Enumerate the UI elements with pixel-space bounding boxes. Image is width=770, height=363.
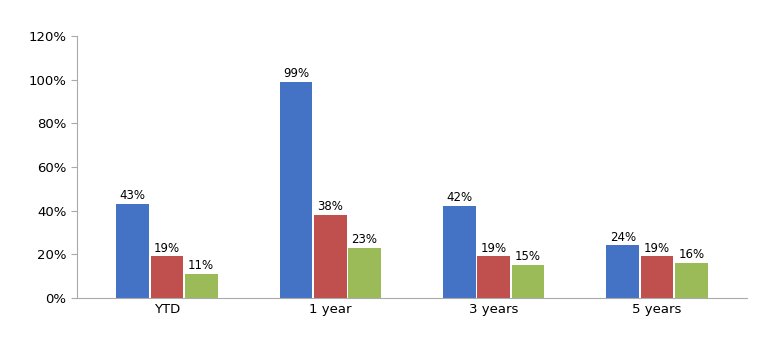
Legend: BSU PSU Index, BSE 500 Index, Sensex: BSU PSU Index, BSE 500 Index, Sensex bbox=[246, 362, 578, 363]
Bar bbox=[314, 215, 346, 298]
Text: 16%: 16% bbox=[678, 248, 705, 261]
Text: 24%: 24% bbox=[610, 231, 636, 244]
Text: 99%: 99% bbox=[283, 67, 309, 80]
Text: 42%: 42% bbox=[447, 191, 473, 204]
Bar bbox=[675, 263, 708, 298]
Bar bbox=[607, 245, 639, 298]
Bar bbox=[641, 256, 674, 298]
Bar bbox=[443, 206, 476, 298]
Text: 19%: 19% bbox=[154, 241, 180, 254]
Text: 43%: 43% bbox=[119, 189, 146, 202]
Text: 38%: 38% bbox=[317, 200, 343, 213]
Text: 19%: 19% bbox=[644, 241, 670, 254]
Text: 19%: 19% bbox=[480, 241, 507, 254]
Text: 23%: 23% bbox=[352, 233, 377, 246]
Bar bbox=[280, 82, 313, 298]
Bar bbox=[116, 204, 149, 298]
Bar bbox=[150, 256, 183, 298]
Text: 15%: 15% bbox=[515, 250, 541, 263]
Bar bbox=[185, 274, 217, 298]
Text: 11%: 11% bbox=[188, 259, 214, 272]
Bar bbox=[477, 256, 510, 298]
Bar bbox=[511, 265, 544, 298]
Bar bbox=[348, 248, 381, 298]
